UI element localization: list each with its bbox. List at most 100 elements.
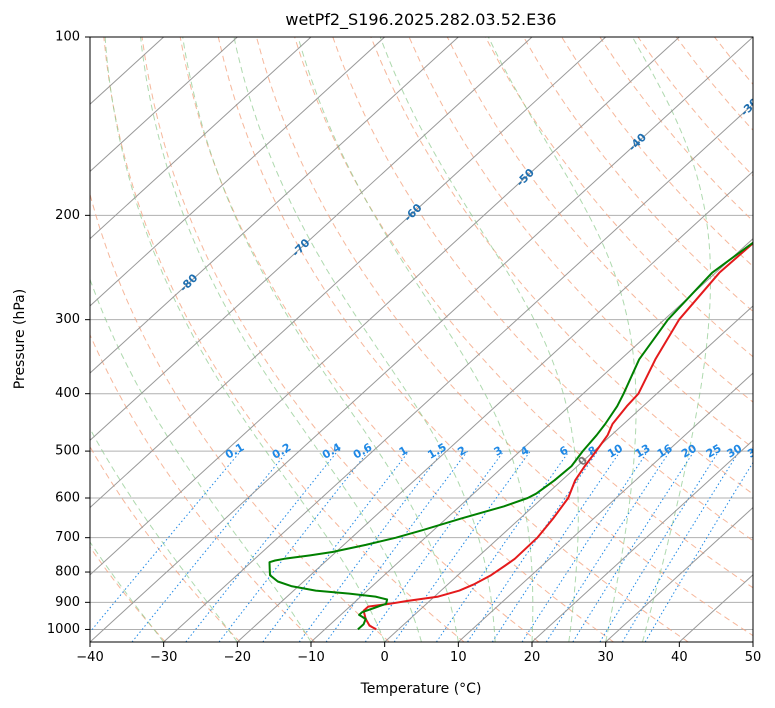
mixing-ratio-label: 0.1 <box>223 441 246 462</box>
y-tick-label: 900 <box>55 595 80 610</box>
x-tick-label: −30 <box>150 650 177 665</box>
dry-adiabat <box>446 37 753 403</box>
dry-adiabats <box>90 37 753 642</box>
dry-adiabat <box>752 37 753 39</box>
y-tick-label: 200 <box>55 208 80 223</box>
x-tick-label: 30 <box>597 650 614 665</box>
isotherm-line <box>90 37 607 509</box>
dry-adiabat <box>408 37 753 449</box>
mixing-ratio-label: 0.6 <box>351 440 375 461</box>
isotherm-line <box>90 37 459 374</box>
mixing-ratio-label: 36 <box>745 442 765 461</box>
x-tick-label: 0 <box>381 650 389 665</box>
mixing-ratio-line <box>644 461 753 642</box>
isotherm-line <box>384 305 753 642</box>
dry-adiabat <box>141 37 540 642</box>
chart-title: wetPf2_S196.2025.282.03.52.E36 <box>285 10 556 30</box>
mixing-ratio-line <box>90 450 242 633</box>
skewed-isotherms <box>90 37 753 642</box>
sounding-series <box>268 241 753 631</box>
dry-adiabat <box>179 37 614 642</box>
isotherm-line <box>236 170 753 642</box>
mixing-ratio-line <box>521 450 649 642</box>
moist-adiabat <box>631 37 711 642</box>
x-tick-label: 40 <box>671 650 688 665</box>
isotherm-label: -30 <box>738 95 761 118</box>
isotherm-label: -60 <box>401 201 424 224</box>
isotherm-line <box>310 237 753 642</box>
dry-adiabat <box>637 37 753 177</box>
moist-adiabat <box>90 427 238 642</box>
y-tick-label: 500 <box>55 444 80 459</box>
isotherm-line <box>90 37 680 576</box>
y-tick-label: 1000 <box>47 622 80 637</box>
plot-frame <box>89 36 754 643</box>
mixing-ratio-line <box>218 450 369 642</box>
isotherm-line <box>457 372 753 642</box>
y-tick-label: 400 <box>55 386 80 401</box>
moist-adiabat <box>182 37 459 642</box>
moist-adiabat <box>379 37 579 642</box>
mixing-ratio-line <box>621 450 740 642</box>
mixing-ratio-line <box>185 450 338 642</box>
mixing-ratio-label: 30 <box>724 442 744 461</box>
x-tick-label: −40 <box>76 650 103 665</box>
dry-adiabat <box>217 37 689 642</box>
mixing-ratio-label: 10 <box>605 442 625 461</box>
x-axis-ticks: −40 −30 −20 −10 0 10 20 30 40 50 <box>76 642 761 665</box>
mixing-ratio-line <box>325 450 468 642</box>
mixing-ratio-line <box>364 450 505 642</box>
isotherm-line <box>605 506 753 642</box>
y-tick-label: 600 <box>55 491 80 506</box>
moist-adiabat <box>90 278 312 642</box>
y-axis-label: Pressure (hPa) <box>12 289 28 389</box>
x-axis-label: Temperature (°C) <box>360 681 482 697</box>
dry-adiabat <box>523 37 753 313</box>
dewpoint-profile <box>268 241 753 631</box>
x-tick-label: 20 <box>524 650 541 665</box>
isotherm-label: -80 <box>177 271 200 294</box>
isotherm-line <box>163 103 753 642</box>
dry-adiabat <box>370 37 753 495</box>
dry-adiabat <box>675 37 753 131</box>
mixing-ratio-line <box>131 450 288 642</box>
y-tick-label: 700 <box>55 530 80 545</box>
moist-adiabats <box>90 37 711 642</box>
isotherm-line <box>90 37 312 240</box>
moist-adiabat <box>104 37 386 642</box>
isotherm-label: -50 <box>514 166 537 189</box>
moist-adiabat <box>90 541 165 642</box>
mixing-ratio-label: 0.2 <box>270 441 293 462</box>
mixing-ratio-label: 16 <box>655 442 675 461</box>
mixing-ratio-lines <box>90 450 753 642</box>
mixing-ratio-label: 20 <box>679 442 699 461</box>
y-tick-label: 300 <box>55 312 80 327</box>
mixing-ratio-line <box>262 450 410 642</box>
moist-adiabat <box>297 37 534 642</box>
mixing-ratio-line <box>435 450 570 642</box>
x-tick-label: 10 <box>450 650 467 665</box>
y-axis-ticks: 100 200 300 400 500 600 700 800 900 1000 <box>47 30 90 637</box>
isotherm-line <box>90 37 238 173</box>
isotherm-line <box>90 37 533 442</box>
mixing-ratio-line <box>491 450 621 642</box>
moist-adiabat <box>487 37 637 642</box>
isotherm-line <box>90 37 386 307</box>
mixing-ratio-line <box>599 450 720 642</box>
dry-adiabat <box>90 333 316 642</box>
mixing-ratio-line <box>467 450 599 642</box>
moist-adiabat <box>233 37 496 642</box>
mixing-ratio-label: 13 <box>633 442 653 461</box>
temperature-profile <box>362 241 753 631</box>
y-tick-label: 800 <box>55 565 80 580</box>
y-tick-label: 100 <box>55 30 80 45</box>
pressure-gridlines <box>90 37 753 630</box>
dry-adiabat <box>484 37 753 358</box>
x-tick-label: −10 <box>297 650 324 665</box>
x-tick-label: −20 <box>224 650 251 665</box>
mixing-ratio-line <box>572 450 695 642</box>
isotherm-line <box>752 641 753 642</box>
dry-adiabat <box>256 37 753 637</box>
